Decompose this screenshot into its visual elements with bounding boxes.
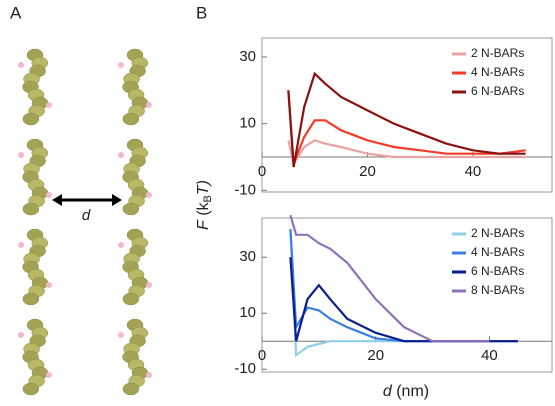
y-label-part: T) (195, 180, 212, 195)
series-line (287, 71, 526, 168)
atom (118, 62, 124, 68)
arrow-head (52, 194, 62, 206)
atom (46, 282, 52, 288)
atom (146, 372, 152, 378)
y-label-part: F (195, 219, 212, 230)
molecule-blob (22, 202, 40, 216)
distance-label: d (82, 207, 91, 224)
atom (118, 332, 124, 338)
y-label-part: B (202, 195, 214, 202)
legend-label: 2 N-BARs (471, 46, 524, 60)
x-tick-label: 0 (258, 347, 266, 364)
arrow-head (112, 194, 122, 206)
y-tick-label: 30 (239, 248, 256, 265)
series-line (289, 214, 490, 343)
atom (18, 332, 24, 338)
series-line (287, 139, 526, 167)
panel-label: A (10, 3, 22, 22)
atom (18, 242, 24, 248)
legend-label: 2 N-BARs (471, 226, 524, 240)
molecule-blob (122, 292, 140, 306)
legend-label: 4 N-BARs (471, 65, 524, 79)
x-tick-label: 20 (367, 347, 384, 364)
molecule-blob (22, 112, 40, 126)
x-label-part: d (383, 383, 393, 400)
atom (146, 192, 152, 198)
x-tick-label: 20 (359, 163, 376, 180)
y-tick-label: 30 (239, 48, 256, 65)
atom (18, 62, 24, 68)
atom (118, 242, 124, 248)
plot-frame (261, 217, 553, 373)
legend-label: 6 N-BARs (471, 84, 524, 98)
y-tick-label: -10 (234, 360, 256, 377)
y-tick-label: 10 (239, 115, 256, 132)
y-axis-label: F (kBT) (195, 180, 214, 230)
atom (46, 372, 52, 378)
molecule-blob (122, 112, 140, 126)
atom (46, 102, 52, 108)
x-label-part: (nm) (392, 383, 429, 400)
molecule-illustration (18, 48, 152, 396)
atom (146, 282, 152, 288)
x-axis-label: d (nm) (383, 383, 429, 400)
atom (146, 102, 152, 108)
legend-label: 8 N-BARs (471, 283, 524, 297)
plot-frame (261, 37, 553, 193)
x-tick-label: 40 (481, 347, 498, 364)
atom (118, 152, 124, 158)
series-line (287, 90, 526, 165)
atom (18, 152, 24, 158)
y-label-part: (k (195, 201, 212, 220)
x-tick-label: 0 (258, 163, 266, 180)
legend-label: 4 N-BARs (471, 245, 524, 259)
molecule-blob (122, 382, 140, 396)
legend-label: 6 N-BARs (471, 264, 524, 278)
x-tick-label: 40 (465, 163, 482, 180)
panel-label: B (196, 3, 207, 22)
y-tick-label: 10 (239, 304, 256, 321)
molecule-blob (22, 382, 40, 396)
y-tick-label: -10 (234, 181, 256, 198)
atom (46, 192, 52, 198)
molecule-blob (22, 292, 40, 306)
molecule-blob (122, 202, 140, 216)
